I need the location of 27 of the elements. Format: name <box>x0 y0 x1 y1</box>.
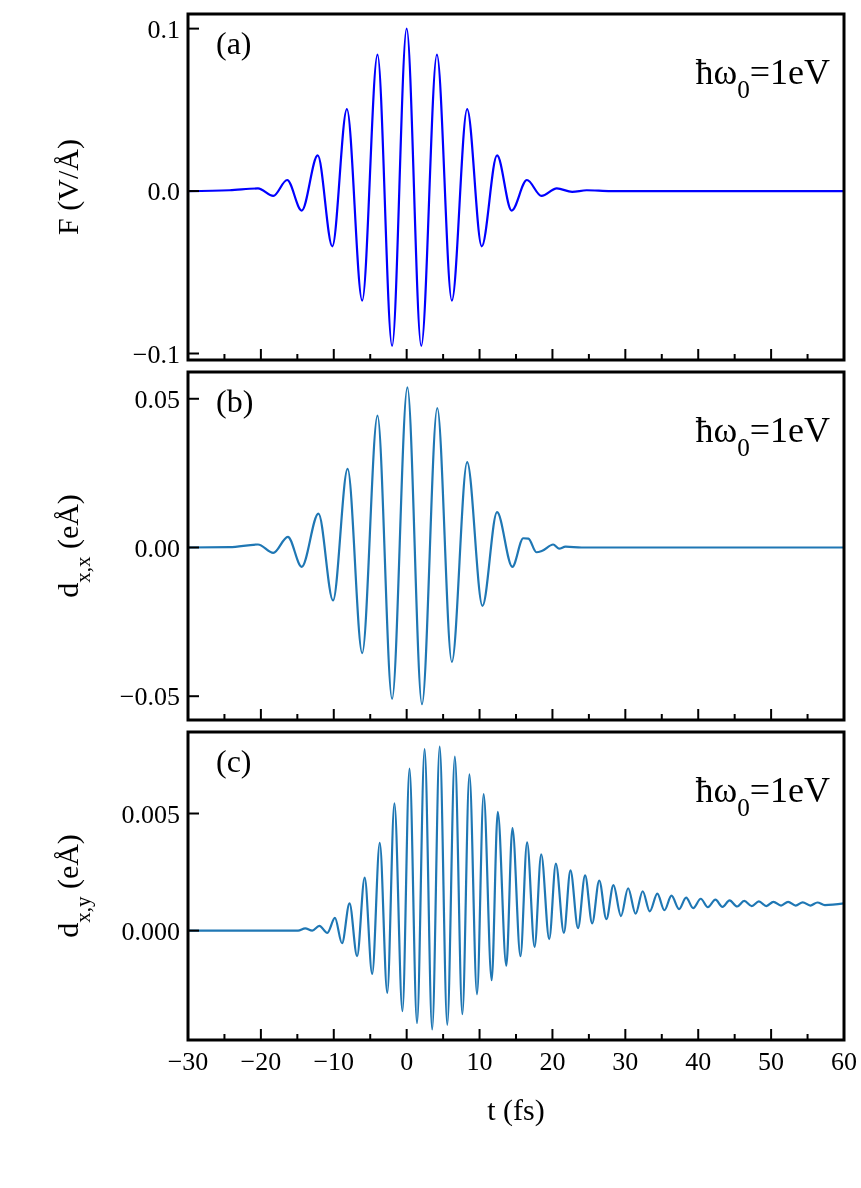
x-tick-label: −10 <box>313 1047 355 1076</box>
y-tick-label: 0.0 <box>147 177 180 207</box>
x-tick-label: 20 <box>539 1047 566 1076</box>
annotation: (b) <box>216 383 254 419</box>
annotation: (c) <box>216 743 252 779</box>
y-axis-title: F (V/Å) <box>51 139 85 235</box>
x-tick-label: 10 <box>466 1047 493 1076</box>
y-tick-label: 0.05 <box>134 384 180 414</box>
annotation: (a) <box>216 25 252 61</box>
line-series <box>188 386 844 706</box>
y-tick-label: −0.05 <box>119 682 180 712</box>
y-tick-label: 0.005 <box>121 799 180 829</box>
y-tick-label: 0.00 <box>134 533 180 563</box>
x-tick-label: 40 <box>685 1047 712 1076</box>
x-tick-label: 30 <box>612 1047 639 1076</box>
x-tick-label: −30 <box>167 1047 209 1076</box>
x-tick-label: 50 <box>758 1047 785 1076</box>
y-tick-label: 0.000 <box>121 916 180 946</box>
x-tick-label: −20 <box>240 1047 282 1076</box>
y-tick-label: 0.1 <box>147 14 180 44</box>
x-tick-label: 60 <box>831 1047 857 1076</box>
annotation: ħω$_{0}$=1eV <box>695 770 830 821</box>
y-tick-label: −0.1 <box>132 339 180 369</box>
annotation: ħω$_{0}$=1eV <box>695 52 830 103</box>
x-axis-title: t (fs) <box>487 1093 545 1127</box>
annotation: ħω$_{0}$=1eV <box>695 410 830 461</box>
x-tick-label: 0 <box>400 1047 414 1076</box>
